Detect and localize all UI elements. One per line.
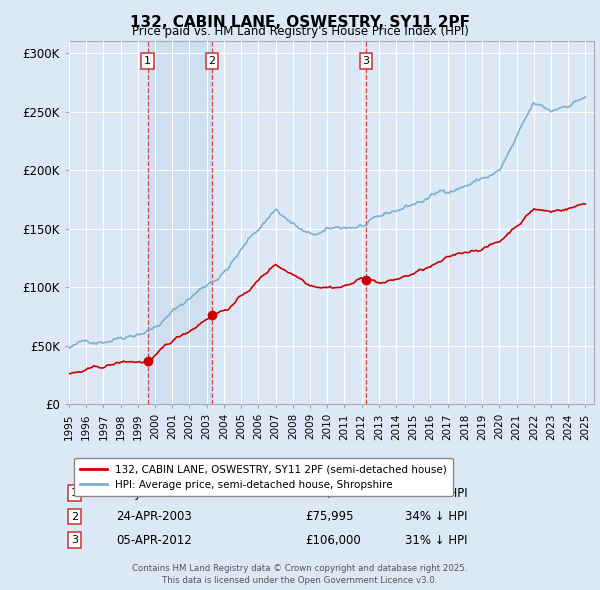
Text: 29-JUL-1999: 29-JUL-1999 <box>116 487 189 500</box>
Text: 2: 2 <box>71 512 78 522</box>
Text: 3: 3 <box>362 56 370 66</box>
Bar <box>148 41 212 404</box>
Text: 42% ↓ HPI: 42% ↓ HPI <box>405 487 467 500</box>
Text: 3: 3 <box>71 535 78 545</box>
Text: 05-APR-2012: 05-APR-2012 <box>116 534 192 547</box>
Text: 132, CABIN LANE, OSWESTRY, SY11 2PF: 132, CABIN LANE, OSWESTRY, SY11 2PF <box>130 15 470 30</box>
Legend: 132, CABIN LANE, OSWESTRY, SY11 2PF (semi-detached house), HPI: Average price, s: 132, CABIN LANE, OSWESTRY, SY11 2PF (sem… <box>74 458 453 496</box>
Text: 1: 1 <box>144 56 151 66</box>
Text: 24-APR-2003: 24-APR-2003 <box>116 510 192 523</box>
Text: 34% ↓ HPI: 34% ↓ HPI <box>405 510 467 523</box>
Text: 31% ↓ HPI: 31% ↓ HPI <box>405 534 467 547</box>
Text: £75,995: £75,995 <box>305 510 354 523</box>
Text: £37,000: £37,000 <box>305 487 353 500</box>
Text: 2: 2 <box>208 56 215 66</box>
Text: £106,000: £106,000 <box>305 534 361 547</box>
Text: 1: 1 <box>71 488 78 498</box>
Text: Contains HM Land Registry data © Crown copyright and database right 2025.
This d: Contains HM Land Registry data © Crown c… <box>132 565 468 585</box>
Text: Price paid vs. HM Land Registry's House Price Index (HPI): Price paid vs. HM Land Registry's House … <box>131 25 469 38</box>
